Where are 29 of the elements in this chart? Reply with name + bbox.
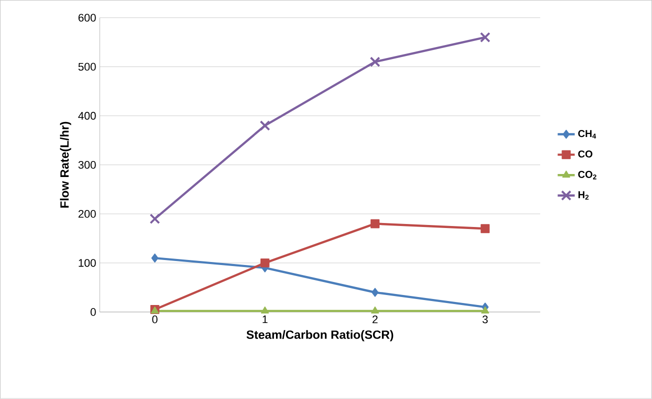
x-tick-label: 1 xyxy=(262,316,268,324)
legend-label: CH$_{4}$ xyxy=(578,130,596,139)
y-axis-title: Flow Rate(L/hr) xyxy=(60,122,72,208)
x-tick-label: 3 xyxy=(482,316,488,324)
point xyxy=(480,224,490,234)
legend-label: CO$_{2}$ xyxy=(578,170,596,180)
y-tick-label: 600 xyxy=(78,14,96,22)
point xyxy=(151,254,158,263)
y-tick-label: 0 xyxy=(90,308,96,316)
x-tick-label: 0 xyxy=(152,316,158,324)
y-tick-label: 100 xyxy=(78,259,96,267)
point xyxy=(260,258,270,268)
y-tick-label: 400 xyxy=(78,112,96,120)
point xyxy=(372,288,379,297)
y-tick-label: 500 xyxy=(78,62,96,71)
legend-label: CO xyxy=(578,150,592,158)
point xyxy=(260,306,269,314)
point xyxy=(481,306,490,314)
point xyxy=(150,214,160,224)
point xyxy=(370,56,380,68)
point xyxy=(480,32,490,43)
point xyxy=(370,219,380,228)
x-axis-title: Steam/Carbon Ratio(SCR) xyxy=(246,330,394,342)
x-tick-label: 2 xyxy=(372,316,378,324)
point xyxy=(260,120,270,131)
y-tick-label: 200 xyxy=(78,210,96,218)
y-tick-label: 300 xyxy=(78,161,96,169)
legend-label: H$_{2}$ xyxy=(578,191,589,200)
point xyxy=(371,306,379,314)
